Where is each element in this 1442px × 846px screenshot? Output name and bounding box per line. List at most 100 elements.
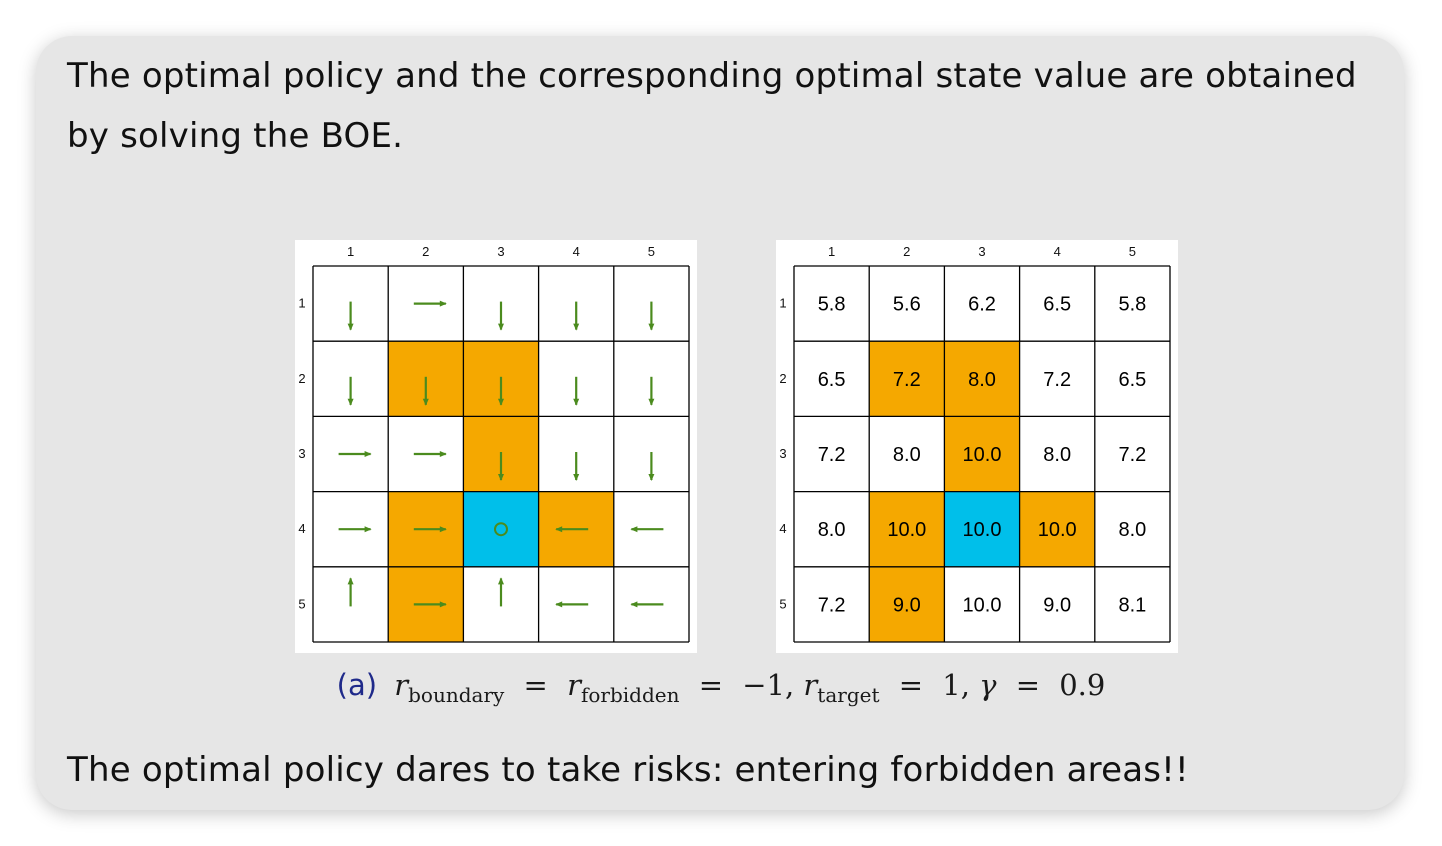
state-value-label: 5.6 xyxy=(893,294,921,316)
caption-r-target: r xyxy=(803,668,818,702)
value-row-label: 4 xyxy=(779,521,786,536)
value-cell-normal xyxy=(1094,341,1170,417)
value-cell-normal xyxy=(794,566,870,642)
state-value-label: 8.0 xyxy=(818,519,846,541)
state-value-grid-panel: 1 2 3 4 5 1 2 3 4 5 5.8 5.6 6.2 6.5 5.8 6.5 7.2 8.0 7.2 6.5… xyxy=(776,240,1178,653)
state-value-label: 8.0 xyxy=(893,444,921,466)
state-value-label: 7.2 xyxy=(893,369,921,391)
caption-tag: (a) xyxy=(336,668,378,702)
intro-paragraph: The optimal policy and the corresponding… xyxy=(67,56,1357,156)
arrow-down-icon xyxy=(573,376,580,406)
state-value-label: 8.0 xyxy=(1118,519,1146,541)
state-value-label: 10.0 xyxy=(887,519,926,541)
arrow-right-icon xyxy=(413,300,447,307)
value-cell-normal xyxy=(944,566,1020,642)
arrow-down-icon xyxy=(648,452,655,481)
value-cell-normal xyxy=(1094,266,1170,342)
caption-sub-forbidden: forbidden xyxy=(580,683,680,707)
state-value-label: 7.2 xyxy=(818,594,846,616)
policy-column-label: 2 xyxy=(422,244,429,259)
value-cell-normal xyxy=(1019,416,1095,492)
state-value-label: 10.0 xyxy=(963,519,1002,541)
value-cell-normal xyxy=(1094,491,1170,567)
policy-cell-target xyxy=(463,491,539,567)
arrow-down-icon xyxy=(498,452,504,481)
state-value-label: 6.2 xyxy=(968,294,996,316)
caption-equals-4: = xyxy=(1015,668,1041,702)
state-value-label: 8.0 xyxy=(1043,444,1071,466)
state-value-label: 10.0 xyxy=(1038,519,1077,541)
policy-column-label: 5 xyxy=(648,244,655,259)
value-cell-normal xyxy=(794,416,870,492)
arrow-right-icon xyxy=(413,601,447,608)
state-value-label: 5.8 xyxy=(818,294,846,316)
caption-value-target: 1, xyxy=(942,668,970,702)
caption-sub-target: target xyxy=(817,683,880,707)
policy-column-label: 1 xyxy=(347,244,354,259)
state-value-label: 8.1 xyxy=(1118,594,1146,616)
caption-r-forbidden: r xyxy=(567,668,581,702)
value-cell-forbidden xyxy=(869,341,945,417)
arrow-left-icon xyxy=(555,526,589,533)
caption-gamma-value: 0.9 xyxy=(1059,668,1106,702)
value-cell-normal xyxy=(944,266,1020,342)
state-value-label: 6.5 xyxy=(1043,294,1071,316)
value-cell-normal xyxy=(1019,341,1095,417)
arrow-down-icon xyxy=(498,376,504,406)
value-cell-normal xyxy=(794,491,870,567)
stay-circle-icon xyxy=(494,522,508,537)
value-column-label: 3 xyxy=(978,244,985,259)
policy-row-label: 5 xyxy=(298,596,305,611)
state-value-label: 7.2 xyxy=(818,444,846,466)
arrow-down-icon xyxy=(648,376,655,406)
value-cell-forbidden xyxy=(944,416,1020,492)
value-column-label: 1 xyxy=(828,244,835,259)
value-cell-normal xyxy=(869,266,945,342)
arrow-left-icon xyxy=(630,601,664,608)
caption-sub-boundary: boundary xyxy=(408,683,505,707)
arrow-down-icon xyxy=(648,301,655,331)
arrow-left-icon xyxy=(555,601,589,608)
caption-equals-2: = xyxy=(698,668,724,702)
state-value-grid: 1 2 3 4 5 1 2 3 4 5 5.8 5.6 6.2 6.5 5.8 6.5 7.2 8.0 7.2 6.5… xyxy=(779,244,1171,643)
policy-column-label: 4 xyxy=(573,244,580,259)
caption-r-boundary: r xyxy=(394,668,409,702)
value-cell-forbidden xyxy=(944,341,1020,417)
value-cell-normal xyxy=(1094,566,1170,642)
state-value-label: 7.2 xyxy=(1043,369,1071,391)
value-row-label: 1 xyxy=(779,296,786,311)
caption-value-negative: −1, xyxy=(742,668,795,702)
policy-row-label: 1 xyxy=(298,296,305,311)
state-value-label: 10.0 xyxy=(963,594,1002,616)
policy-row-label: 2 xyxy=(298,371,305,386)
value-row-label: 2 xyxy=(779,371,786,386)
policy-row-label: 4 xyxy=(298,521,305,536)
arrow-right-icon xyxy=(413,526,447,533)
state-value-label: 7.2 xyxy=(1118,444,1146,466)
arrow-right-icon xyxy=(338,451,372,457)
value-cell-normal xyxy=(1019,266,1095,342)
value-row-label: 5 xyxy=(779,596,786,611)
arrow-down-icon xyxy=(498,301,504,331)
state-value-label: 9.0 xyxy=(1043,594,1071,616)
arrow-down-icon xyxy=(573,301,580,331)
value-cell-normal xyxy=(794,341,870,417)
value-cell-normal xyxy=(1019,566,1095,642)
value-cell-normal xyxy=(794,266,870,342)
arrow-up-icon xyxy=(498,577,504,607)
figure-caption: (a) rboundary = rforbidden = −1, rtarget… xyxy=(0,668,1442,707)
value-cell-forbidden xyxy=(869,566,945,642)
outro-paragraph: The optimal policy dares to take risks: … xyxy=(67,750,1189,790)
arrow-down-icon xyxy=(347,301,354,331)
state-value-label: 10.0 xyxy=(963,444,1002,466)
value-row-label: 3 xyxy=(779,446,786,461)
state-value-label: 9.0 xyxy=(893,594,921,616)
value-column-label: 2 xyxy=(903,244,910,259)
policy-grid: 1 2 3 4 5 1 2 3 4 5 xyxy=(298,244,690,643)
arrow-down-icon xyxy=(573,452,580,481)
state-value-label: 6.5 xyxy=(1118,369,1146,391)
caption-gamma: γ xyxy=(979,668,997,702)
arrow-down-icon xyxy=(347,376,354,406)
caption-equals-1: = xyxy=(523,668,548,702)
value-cell-normal xyxy=(869,416,945,492)
